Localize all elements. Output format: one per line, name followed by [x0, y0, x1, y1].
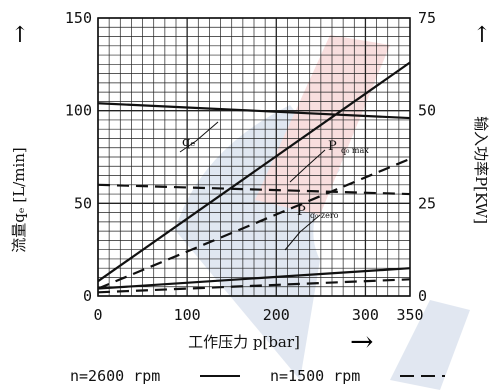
y-right-axis-title: 输入功率P[KW]	[472, 116, 490, 224]
pzero-annotation: P q₀ zero	[297, 204, 339, 220]
y-right-tick-label: 50	[418, 102, 436, 120]
y-left-tick-label: 50	[74, 194, 92, 212]
x-tick-labels: 0 100 200 300 350	[93, 306, 423, 324]
q-annotation: qₑ	[182, 135, 195, 150]
y-left-tick-label: 100	[65, 102, 92, 120]
y-left-tick-label: 0	[83, 287, 92, 305]
series-line-2	[97, 61, 411, 283]
pmax-annotation: P q₀ max	[328, 139, 369, 155]
callout-leaders	[179, 121, 326, 251]
svg-text:P: P	[328, 139, 337, 154]
series-line-1	[97, 183, 411, 196]
series-line-5	[97, 278, 411, 294]
y-left-tick-labels: 0 50 100 150	[65, 9, 92, 305]
chart-grid	[97, 17, 411, 297]
y-right-tick-label: 75	[418, 9, 436, 27]
legend-item-dashed: n=1500 rpm	[270, 367, 445, 385]
svg-text:q₀ max: q₀ max	[341, 146, 369, 155]
svg-text:q₀ zero: q₀ zero	[310, 211, 339, 220]
y-right-arrow-icon: ↑	[473, 23, 491, 48]
x-axis-title: 工作压力 p[bar]	[188, 333, 300, 351]
x-tick-label: 0	[93, 306, 102, 324]
y-right-tick-label: 25	[418, 194, 436, 212]
y-right-tick-labels: 0 25 50 75	[418, 9, 436, 305]
y-left-axis-title: 流量qₑ [L/min]	[10, 147, 28, 253]
svg-text:P: P	[297, 204, 306, 219]
x-tick-label: 350	[396, 306, 423, 324]
y-left-arrow-icon: ↑	[11, 23, 29, 48]
svg-text:n=2600 rpm: n=2600 rpm	[70, 367, 160, 385]
series-line-0	[97, 102, 411, 120]
y-right-tick-label: 0	[418, 287, 427, 305]
series-line-4	[97, 267, 411, 290]
x-tick-label: 100	[174, 306, 201, 324]
svg-text:n=1500 rpm: n=1500 rpm	[270, 367, 360, 385]
plot-frame	[97, 17, 411, 297]
x-arrow-icon: →	[350, 325, 373, 358]
legend-item-solid: n=2600 rpm	[70, 367, 240, 385]
x-tick-label: 300	[352, 306, 379, 324]
legend: n=2600 rpm n=1500 rpm	[70, 367, 445, 385]
y-left-tick-label: 150	[65, 9, 92, 27]
series-layer	[97, 61, 411, 294]
x-tick-label: 200	[263, 306, 290, 324]
